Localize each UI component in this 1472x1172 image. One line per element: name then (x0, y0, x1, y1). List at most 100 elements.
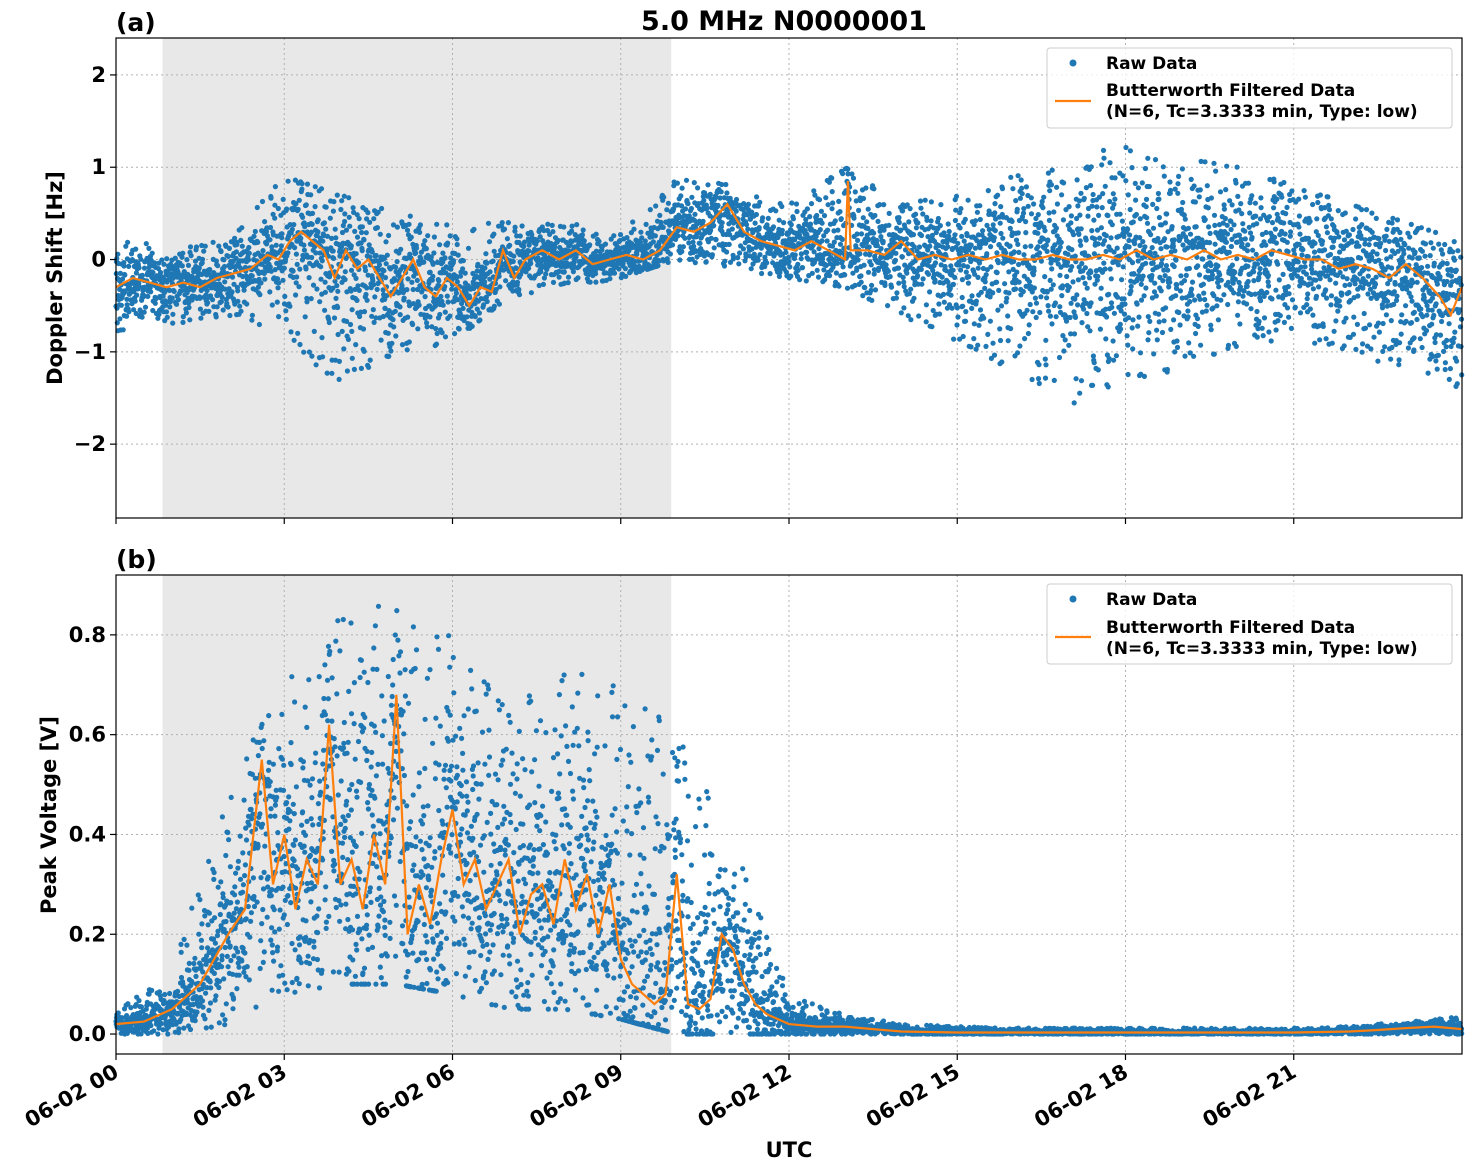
raw-point (865, 206, 871, 212)
raw-point (1053, 314, 1059, 320)
raw-point (1238, 201, 1244, 207)
raw-point (593, 279, 599, 285)
raw-point (1253, 251, 1259, 257)
raw-point (279, 231, 285, 237)
raw-point (423, 246, 429, 252)
raw-point (285, 250, 291, 256)
raw-point (1110, 338, 1116, 344)
raw-point (299, 181, 305, 187)
raw-point (293, 292, 299, 298)
raw-point (407, 213, 413, 219)
raw-point (1365, 273, 1371, 279)
raw-point (593, 231, 599, 237)
raw-point (1191, 183, 1197, 189)
raw-point (205, 300, 211, 306)
raw-point (356, 216, 362, 222)
raw-point (1078, 190, 1084, 196)
raw-point (937, 311, 943, 317)
raw-point (1166, 284, 1172, 290)
raw-point (322, 279, 328, 285)
raw-point (901, 283, 907, 290)
raw-point (1097, 326, 1103, 332)
raw-point (235, 298, 241, 304)
raw-point (447, 233, 453, 239)
raw-point (149, 250, 155, 256)
raw-point (239, 225, 245, 231)
raw-point (611, 233, 617, 239)
raw-point (1185, 314, 1191, 320)
raw-point (249, 317, 255, 323)
raw-point (1143, 260, 1149, 266)
raw-point (957, 225, 963, 231)
raw-point (998, 230, 1004, 237)
raw-point (331, 199, 337, 205)
raw-point (229, 289, 235, 295)
raw-point (1101, 155, 1107, 161)
raw-point (1380, 348, 1386, 354)
raw-point (309, 210, 316, 216)
raw-point (969, 305, 975, 311)
raw-point (647, 207, 653, 213)
raw-point (1101, 260, 1107, 266)
raw-point (858, 279, 864, 285)
raw-point (886, 210, 892, 216)
panel-label-a: (a) (116, 8, 156, 37)
raw-point (172, 255, 178, 261)
raw-point (373, 252, 379, 259)
raw-point (883, 262, 889, 268)
raw-point (399, 283, 405, 289)
raw-point (1249, 193, 1255, 199)
raw-point (1200, 256, 1206, 262)
raw-point (398, 246, 404, 252)
raw-point (1222, 215, 1228, 222)
raw-point (825, 227, 831, 233)
raw-point (1194, 316, 1201, 322)
raw-point (543, 271, 549, 277)
raw-point (652, 233, 659, 239)
raw-point (1328, 302, 1334, 308)
raw-point (1401, 251, 1407, 257)
raw-point (977, 216, 983, 223)
raw-point (1369, 210, 1375, 216)
raw-point (1223, 187, 1229, 193)
raw-point (1196, 194, 1202, 200)
raw-point (868, 262, 874, 268)
raw-point (1337, 303, 1343, 309)
raw-point (753, 211, 760, 218)
raw-point (1174, 338, 1180, 344)
raw-point (218, 248, 224, 255)
raw-point (994, 279, 1000, 285)
raw-point (417, 229, 423, 235)
raw-point (960, 303, 966, 309)
raw-point (982, 279, 988, 285)
raw-point (831, 239, 837, 245)
raw-point (1023, 230, 1029, 236)
raw-point (342, 276, 348, 283)
raw-point (793, 201, 800, 207)
raw-point (249, 312, 255, 318)
raw-point (175, 297, 181, 303)
raw-point (287, 303, 293, 309)
raw-point (382, 275, 389, 281)
raw-point (497, 284, 503, 290)
raw-point (881, 202, 887, 208)
raw-point (138, 256, 144, 262)
raw-point (1379, 305, 1386, 311)
raw-point (919, 281, 925, 287)
raw-point (1189, 292, 1195, 298)
raw-point (1015, 241, 1021, 247)
raw-point (1326, 202, 1332, 208)
raw-point (1152, 157, 1159, 163)
raw-point (124, 313, 130, 319)
raw-point (122, 288, 128, 294)
raw-point (1054, 201, 1060, 207)
raw-point (507, 242, 513, 248)
raw-point (587, 279, 593, 285)
raw-point (1057, 304, 1063, 310)
raw-point (920, 276, 926, 282)
raw-point (1397, 229, 1403, 236)
raw-point (1103, 248, 1109, 254)
raw-point (292, 245, 298, 251)
raw-point (872, 287, 879, 293)
